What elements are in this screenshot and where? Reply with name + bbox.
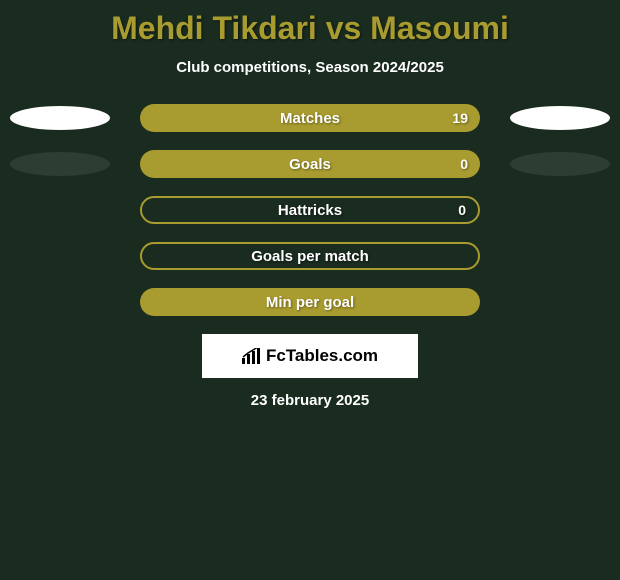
stat-value: 19 [452, 110, 468, 126]
stat-value: 0 [458, 202, 466, 218]
stat-label: Goals per match [251, 248, 369, 265]
stat-bar: Min per goal [140, 288, 480, 316]
logo-text: FcTables.com [266, 346, 378, 366]
stat-value: 0 [460, 156, 468, 172]
stat-row-min-per-goal: Min per goal [0, 288, 620, 316]
stat-label: Min per goal [266, 294, 354, 311]
stat-bar: Matches 19 [140, 104, 480, 132]
stat-row-matches: Matches 19 [0, 104, 620, 132]
chart-icon [242, 348, 262, 364]
page-title: Mehdi Tikdari vs Masoumi [0, 10, 620, 47]
right-ellipse [510, 106, 610, 130]
comparison-infographic: Mehdi Tikdari vs Masoumi Club competitio… [0, 0, 620, 409]
stat-label: Hattricks [278, 202, 342, 219]
stat-label: Matches [280, 110, 340, 127]
subtitle: Club competitions, Season 2024/2025 [0, 59, 620, 76]
stat-row-goals-per-match: Goals per match [0, 242, 620, 270]
date: 23 february 2025 [0, 392, 620, 409]
left-ellipse [10, 152, 110, 176]
left-ellipse [10, 106, 110, 130]
stat-row-hattricks: Hattricks 0 [0, 196, 620, 224]
stat-bar: Hattricks 0 [140, 196, 480, 224]
stat-bar: Goals 0 [140, 150, 480, 178]
stat-row-goals: Goals 0 [0, 150, 620, 178]
stat-label: Goals [289, 156, 331, 173]
logo: FcTables.com [242, 346, 378, 366]
right-ellipse [510, 152, 610, 176]
logo-box: FcTables.com [202, 334, 418, 378]
stat-bar: Goals per match [140, 242, 480, 270]
